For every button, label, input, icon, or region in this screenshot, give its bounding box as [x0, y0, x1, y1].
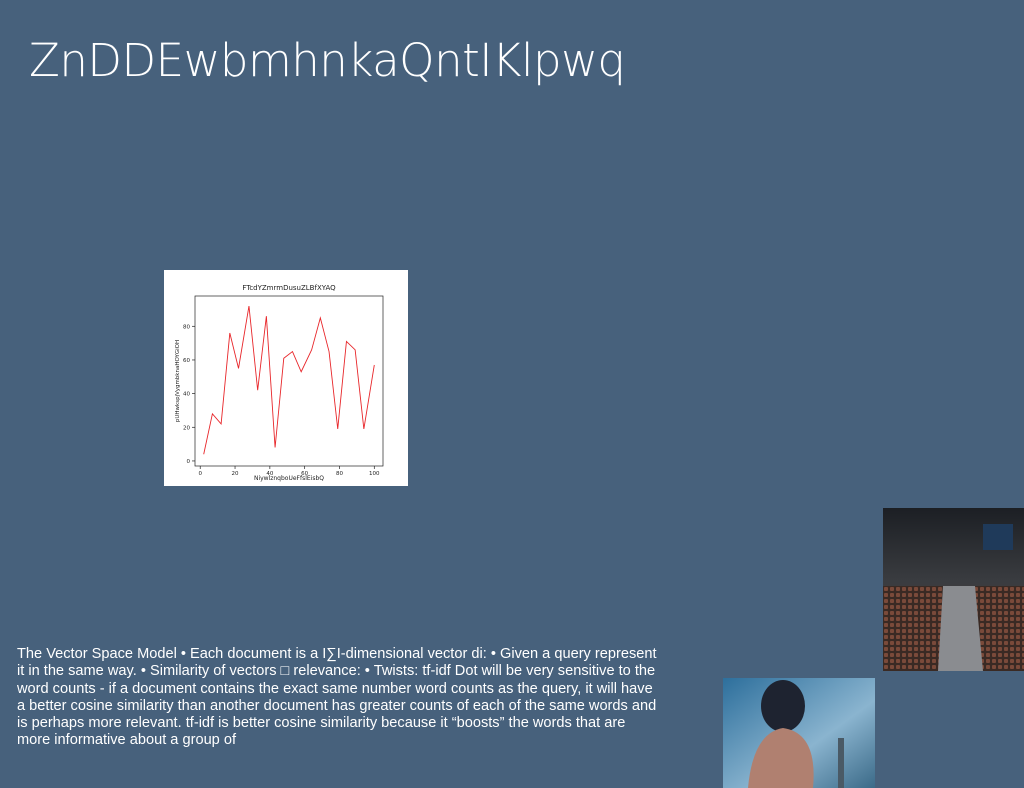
x-axis-label: NiywlznqboUeFfslEisbQ [254, 475, 324, 482]
stadium-photo [883, 508, 1024, 671]
x-tick-label: 100 [369, 471, 380, 477]
chart: FTcdYZmrmDusuZLBfXYAQ NiywlznqboUeFfslEi… [164, 270, 408, 486]
x-tick-label: 80 [336, 471, 343, 477]
x-tick-label: 20 [232, 471, 239, 477]
y-tick-label: 40 [183, 392, 190, 398]
plot-frame [194, 295, 384, 467]
x-tick-label: 40 [266, 471, 273, 477]
x-tick-label: 60 [301, 471, 308, 477]
x-tick-label: 0 [198, 471, 202, 477]
slide-title: ZnDDEwbmhnkaQntIKlpwq [29, 34, 626, 87]
y-tick-label: 60 [183, 358, 190, 364]
y-tick-label: 20 [183, 425, 190, 431]
body-text: The Vector Space Model • Each document i… [17, 646, 657, 749]
portrait-photo [723, 678, 875, 788]
y-tick-label: 0 [187, 459, 191, 465]
y-axis-label: pUHwkspjVygmbknaHOYGiOH [175, 340, 181, 422]
y-tick-label: 80 [183, 324, 190, 330]
data-line [203, 306, 375, 455]
chart-title: FTcdYZmrmDusuZLBfXYAQ [242, 284, 336, 292]
